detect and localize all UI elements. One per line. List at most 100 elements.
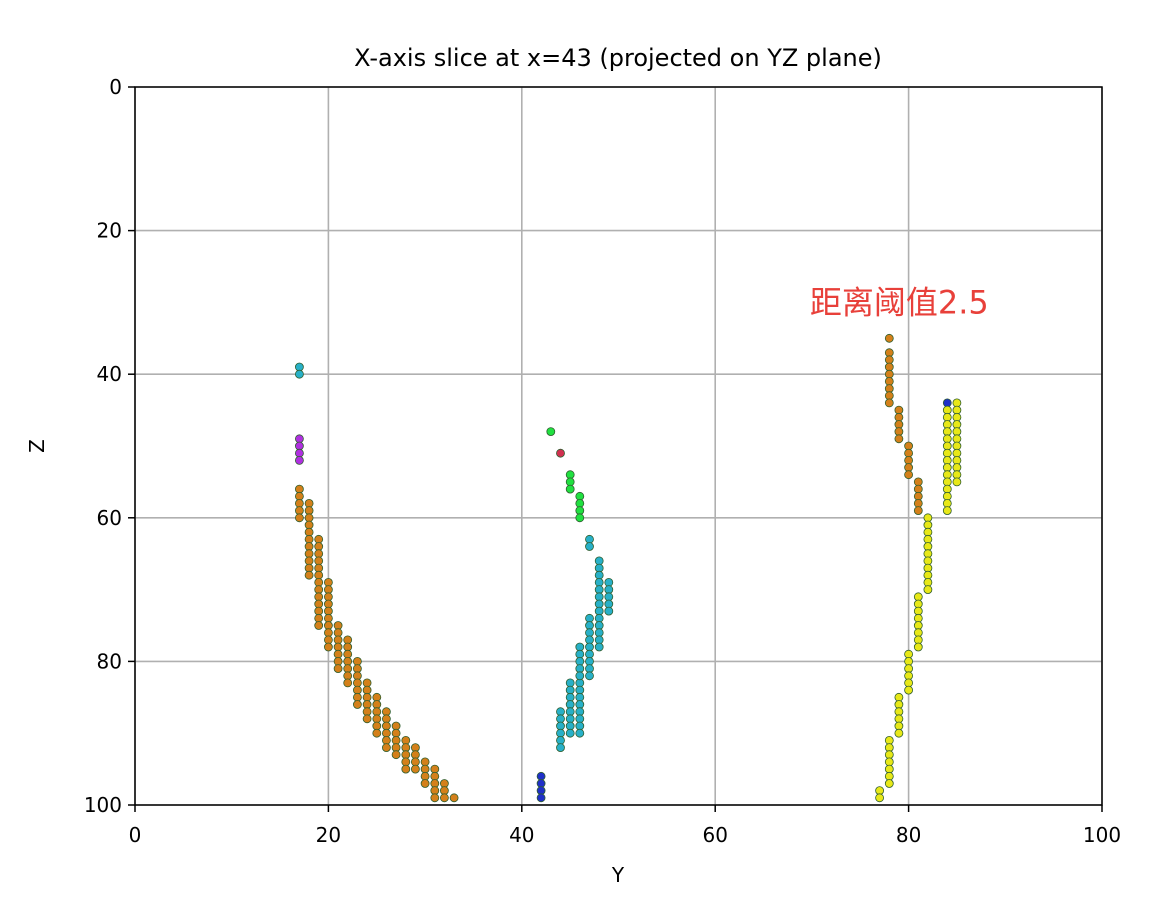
- chart-title: X-axis slice at x=43 (projected on YZ pl…: [354, 44, 882, 72]
- scatter-point: [913, 592, 923, 602]
- scatter-point: [894, 728, 904, 738]
- scatter-point: [565, 692, 575, 702]
- scatter-point: [923, 542, 933, 551]
- scatter-point: [894, 700, 904, 709]
- scatter-point: [565, 728, 575, 738]
- scatter-point: [894, 434, 904, 444]
- scatter-point: [304, 513, 314, 523]
- scatter-point: [314, 621, 324, 630]
- scatter-point: [430, 793, 440, 803]
- scatter-point: [913, 621, 923, 630]
- scatter-point: [585, 542, 594, 551]
- scatter-point: [575, 671, 585, 681]
- scatter-point: [556, 728, 565, 738]
- y-tick-label: 40: [97, 362, 122, 386]
- scatter-point: [923, 520, 933, 530]
- scatter-point: [304, 506, 314, 516]
- scatter-point: [314, 542, 324, 551]
- scatter-point: [604, 585, 614, 594]
- scatter-point: [952, 434, 962, 444]
- scatter-point: [942, 506, 952, 516]
- scatter-point: [352, 685, 362, 695]
- scatter-point: [294, 455, 304, 465]
- y-tick-label: 0: [109, 75, 122, 99]
- scatter-point: [352, 692, 362, 702]
- scatter-point: [575, 513, 585, 523]
- scatter-point: [952, 477, 962, 487]
- scatter-point: [884, 362, 894, 372]
- scatter-point: [875, 786, 884, 795]
- scatter-point: [594, 585, 604, 594]
- scatter-point: [372, 700, 382, 709]
- scatter-point: [439, 786, 449, 795]
- scatter-point: [884, 355, 894, 365]
- scatter-point: [923, 549, 933, 559]
- scatter-point: [420, 771, 430, 781]
- scatter-point: [323, 606, 333, 616]
- scatter-point: [894, 721, 904, 731]
- scatter-point: [585, 628, 594, 638]
- scatter-point: [565, 700, 575, 709]
- scatter-point: [575, 506, 585, 516]
- scatter-point: [952, 463, 962, 472]
- scatter-point: [565, 484, 575, 494]
- scatter-point: [904, 649, 913, 659]
- scatter-point: [575, 728, 585, 738]
- scatter-point: [410, 750, 420, 760]
- x-axis-label: Y: [611, 863, 625, 887]
- scatter-point: [923, 570, 933, 580]
- scatter-point: [594, 592, 604, 602]
- scatter-point: [913, 613, 923, 623]
- scatter-point: [884, 333, 894, 343]
- scatter-point: [343, 678, 353, 688]
- scatter-point: [913, 628, 923, 638]
- scatter-point: [352, 664, 362, 673]
- scatter-point: [546, 427, 556, 437]
- scatter-point: [343, 649, 353, 659]
- scatter-point: [913, 642, 923, 652]
- scatter-point: [575, 498, 585, 508]
- scatter-point: [594, 613, 604, 623]
- scatter-point: [314, 592, 324, 602]
- scatter-point: [894, 412, 904, 422]
- scatter-point: [333, 621, 343, 630]
- scatter-point: [381, 714, 391, 724]
- scatter-point: [323, 621, 333, 630]
- scatter-point: [556, 714, 565, 724]
- scatter-point: [294, 498, 304, 508]
- scatter-point: [556, 743, 565, 752]
- scatter-point: [391, 721, 401, 731]
- scatter-point: [333, 649, 343, 659]
- scatter-point: [904, 685, 913, 695]
- x-tick-label: 0: [129, 823, 142, 847]
- scatter-point: [333, 628, 343, 638]
- scatter-point: [575, 721, 585, 731]
- scatter-point: [294, 513, 304, 523]
- scatter-point: [575, 700, 585, 709]
- scatter-point: [420, 779, 430, 788]
- scatter-point: [536, 786, 546, 795]
- scatter-point: [942, 412, 952, 422]
- scatter-point: [343, 642, 353, 652]
- scatter-point: [362, 685, 372, 695]
- scatter-point: [575, 714, 585, 724]
- scatter-point: [875, 793, 884, 803]
- scatter-point: [575, 642, 585, 652]
- scatter-point: [913, 606, 923, 616]
- scatter-point: [942, 398, 952, 408]
- scatter-point: [323, 628, 333, 638]
- scatter-point: [575, 692, 585, 702]
- x-tick-label: 20: [316, 823, 341, 847]
- scatter-point: [565, 477, 575, 487]
- scatter-point: [884, 376, 894, 386]
- scatter-point: [585, 621, 594, 630]
- scatter-point: [401, 750, 411, 760]
- data-points: [294, 333, 962, 803]
- scatter-point: [904, 463, 913, 472]
- scatter-point: [323, 613, 333, 623]
- scatter-point: [923, 534, 933, 544]
- scatter-point: [304, 570, 314, 580]
- scatter-point: [304, 542, 314, 551]
- scatter-point: [585, 671, 594, 681]
- scatter-point: [594, 642, 604, 652]
